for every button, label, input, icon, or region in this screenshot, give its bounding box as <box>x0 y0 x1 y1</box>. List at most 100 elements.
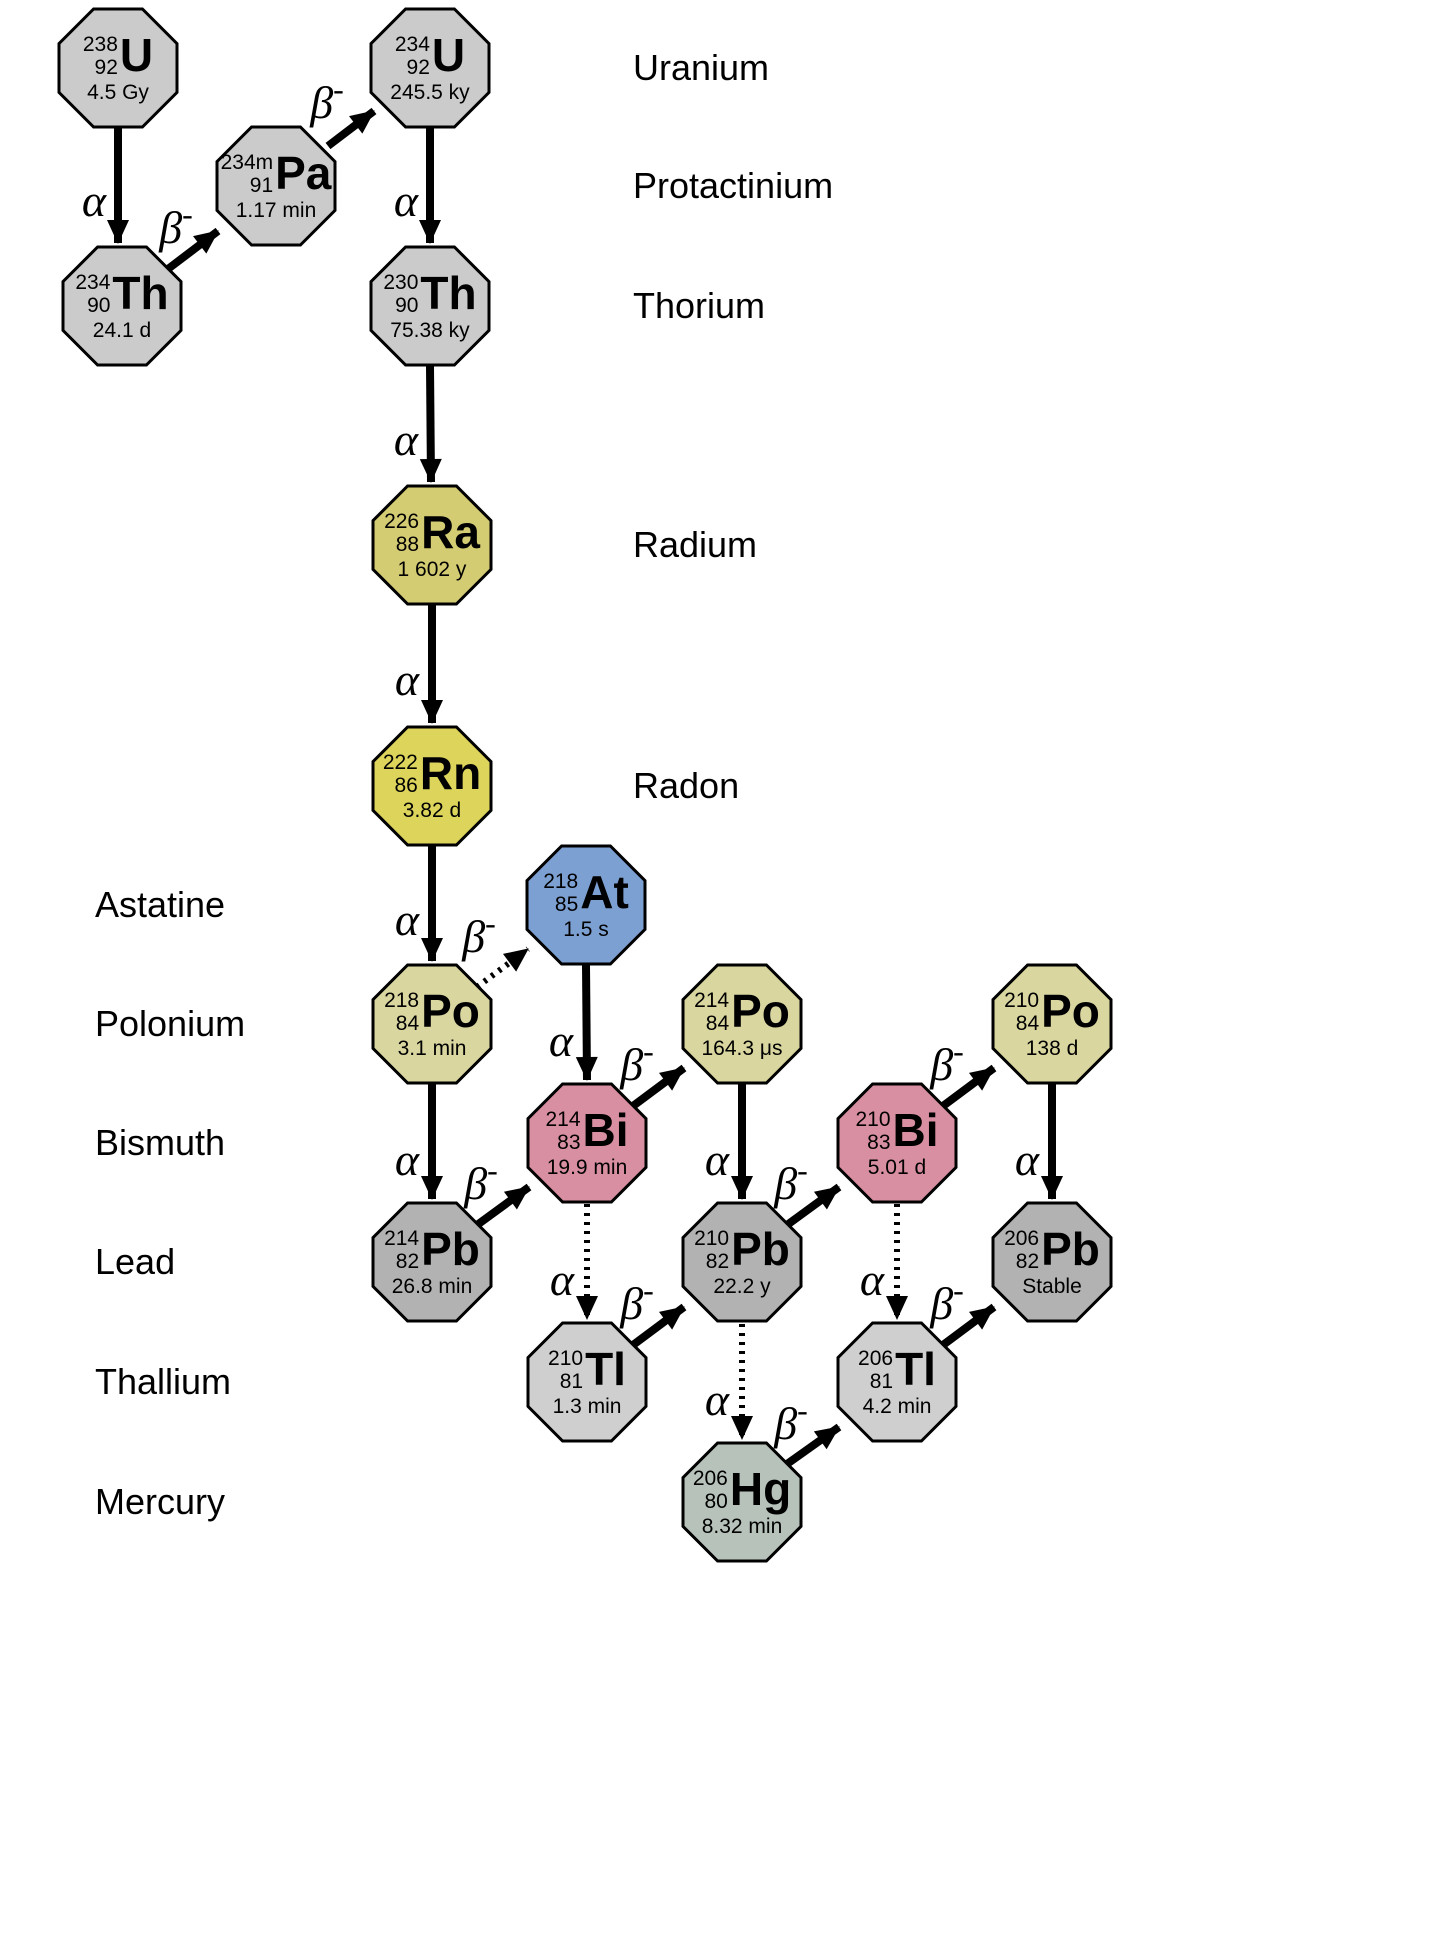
isotope-heading: 214 84 Po <box>694 985 790 1038</box>
atomic-number: 81 <box>869 1370 894 1393</box>
isotope-Tl-206: 206 81 Tl 4.2 min <box>838 1323 956 1441</box>
mass-number: 238 <box>82 32 118 56</box>
isotope-Po-210: 210 84 Po 138 d <box>993 965 1111 1083</box>
alpha-decay-label: α <box>550 1254 575 1305</box>
nucleon-numbers: 238 92 <box>83 33 118 79</box>
alpha-decay-label: α <box>394 414 419 465</box>
element-symbol: Po <box>731 985 790 1038</box>
alpha-decay-label: α <box>394 175 419 226</box>
element-row-label-uranium: Uranium <box>633 47 770 88</box>
decay-arrow-Bi-214-to-Po-214 <box>630 1064 687 1110</box>
atomic-number: 90 <box>87 294 111 317</box>
element-symbol: Pa <box>275 147 332 200</box>
isotope-heading: 210 83 Bi <box>855 1104 939 1157</box>
isotope-octagon-Pb-210 <box>681 1201 803 1323</box>
element-symbol: Po <box>1041 985 1100 1038</box>
atomic-number: 90 <box>395 294 419 317</box>
half-life: 4.5 Gy <box>87 81 149 105</box>
isotope-Pb-214: 214 82 Pb 26.8 min <box>373 1203 491 1321</box>
atomic-number: 92 <box>94 56 118 79</box>
atomic-number: 84 <box>395 1012 420 1035</box>
nucleon-numbers: 210 83 <box>855 1108 890 1154</box>
element-symbol: Bi <box>892 1104 939 1157</box>
beta-decay-label: β- <box>461 905 496 962</box>
isotope-octagon-Pb-214 <box>371 1201 493 1323</box>
beta-decay-label: β- <box>619 1272 654 1329</box>
isotope-octagon-U-234 <box>369 7 491 129</box>
half-life: 22.2 y <box>713 1275 771 1299</box>
mass-number: 234 <box>75 270 111 294</box>
nucleon-numbers: 222 86 <box>383 751 418 797</box>
mass-number: 222 <box>382 750 418 774</box>
mass-number: 214 <box>545 1107 581 1131</box>
isotope-Th-230: 230 90 Th 75.38 ky <box>371 247 489 365</box>
isotope-heading: 218 85 At <box>543 869 629 916</box>
isotope-Po-214: 214 84 Po 164.3 μs <box>683 965 801 1083</box>
half-life: 24.1 d <box>92 319 152 343</box>
half-life: 3.82 d <box>402 799 462 823</box>
decay-arrow-At-218-to-Bi-214 <box>575 964 598 1081</box>
mass-number: 214 <box>694 988 730 1012</box>
half-life: 8.32 min <box>701 1515 783 1539</box>
nucleon-numbers: 234 90 <box>75 271 110 317</box>
nucleon-numbers: 234 92 <box>395 33 430 79</box>
beta-decay-label: β- <box>929 1033 964 1090</box>
atomic-number: 82 <box>705 1250 730 1273</box>
beta-decay-label: β- <box>463 1152 498 1209</box>
atomic-number: 81 <box>559 1370 584 1393</box>
atomic-number: 92 <box>406 56 430 79</box>
isotope-U-238: 238 92 U 4.5 Gy <box>59 9 177 127</box>
isotope-octagon-Th-230 <box>369 245 491 367</box>
nucleon-numbers: 206 80 <box>693 1467 728 1513</box>
isotope-Pb-206: 206 82 Pb Stable <box>993 1203 1111 1321</box>
isotope-octagon-Th-234 <box>61 245 183 367</box>
atomic-number: 85 <box>554 893 579 916</box>
isotope-heading: 206 80 Hg <box>693 1466 791 1513</box>
nucleon-numbers: 218 84 <box>384 989 419 1035</box>
beta-decay-label: β- <box>773 1152 808 1209</box>
isotope-Pa-234m: 234m 91 Pa 1.17 min <box>217 127 335 245</box>
element-row-label-lead: Lead <box>95 1241 176 1282</box>
isotope-Bi-210: 210 83 Bi 5.01 d <box>838 1084 956 1202</box>
decay-arrow-Pa-234m-to-U-234 <box>325 107 377 150</box>
isotope-Hg-206: 206 80 Hg 8.32 min <box>683 1443 801 1561</box>
isotope-Pb-210: 210 82 Pb 22.2 y <box>683 1203 801 1321</box>
element-symbol: Pb <box>421 1223 480 1276</box>
alpha-decay-label: α <box>395 654 420 705</box>
half-life: 4.2 min <box>862 1395 932 1419</box>
isotope-heading: 222 86 Rn <box>383 747 482 800</box>
alpha-decay-label: α <box>860 1254 885 1305</box>
nucleon-numbers: 214 83 <box>545 1108 580 1154</box>
element-symbol: Rn <box>419 747 482 800</box>
atomic-number: 91 <box>249 174 274 197</box>
decay-arrow-Hg-206-to-Tl-206 <box>784 1423 842 1468</box>
beta-decay-label: β- <box>929 1272 964 1329</box>
alpha-decay-label: α <box>1015 1134 1040 1185</box>
half-life: 19.9 min <box>546 1156 628 1180</box>
nucleon-numbers: 206 81 <box>858 1347 893 1393</box>
isotope-Po-218: 218 84 Po 3.1 min <box>373 965 491 1083</box>
atomic-number: 82 <box>395 1250 420 1273</box>
nucleon-numbers: 210 82 <box>694 1227 729 1273</box>
beta-decay-label: β- <box>309 71 344 128</box>
mass-number: 206 <box>1004 1226 1040 1250</box>
nucleon-numbers: 226 88 <box>384 510 419 556</box>
isotope-octagon-At-218 <box>525 844 647 966</box>
atomic-number: 83 <box>557 1131 581 1154</box>
isotope-octagon-Bi-214 <box>526 1082 648 1204</box>
isotope-octagon-Rn-222 <box>371 725 493 847</box>
isotope-octagon-Po-210 <box>991 963 1113 1085</box>
atomic-number: 82 <box>1015 1250 1040 1273</box>
atomic-number: 84 <box>1015 1012 1040 1035</box>
half-life: 1.17 min <box>235 199 317 223</box>
mass-number: 218 <box>384 988 420 1012</box>
isotope-At-218: 218 85 At 1.5 s <box>527 846 645 964</box>
half-life: 1.5 s <box>563 918 609 942</box>
nucleon-numbers: 214 84 <box>694 989 729 1035</box>
element-row-label-thorium: Thorium <box>633 285 766 326</box>
half-life: 26.8 min <box>391 1275 473 1299</box>
isotope-octagon-Po-218 <box>371 963 493 1085</box>
isotope-heading: 206 81 Tl <box>858 1346 936 1393</box>
alpha-decay-label: α <box>705 1374 730 1425</box>
